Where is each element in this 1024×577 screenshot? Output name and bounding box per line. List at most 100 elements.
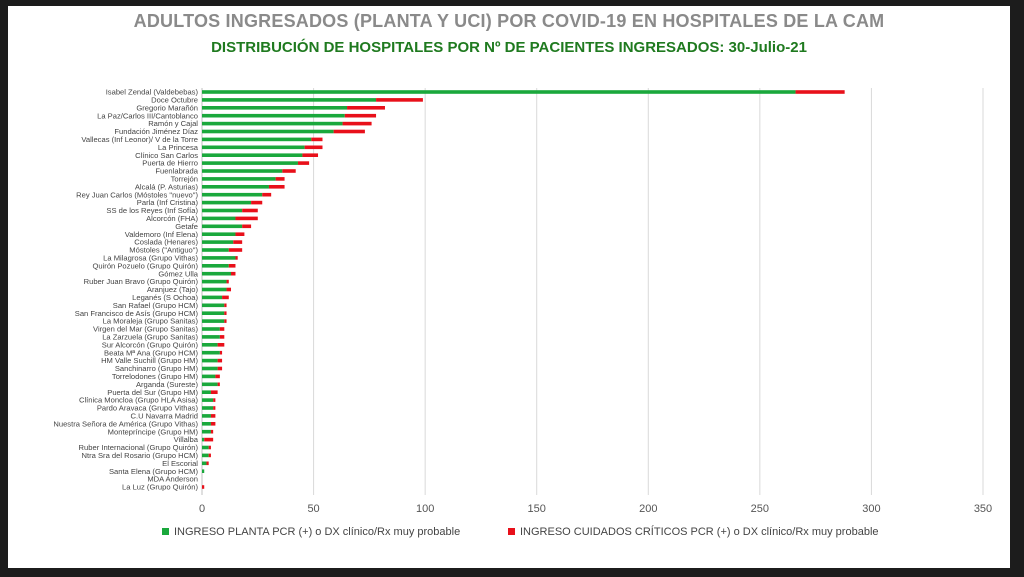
bar-planta-16 [202,216,236,221]
bar-uci-25 [226,287,232,292]
bar-uci-47 [206,461,209,466]
x-tick-label-350: 350 [974,503,992,515]
category-label-15: SS de los Reyes (Inf Sofía) [106,206,198,215]
bar-uci-46 [208,453,211,458]
bar-uci-43 [210,429,214,434]
bar-uci-45 [208,445,211,450]
bar-uci-5 [333,129,365,134]
category-label-4: Ramón y Cajal [148,119,198,128]
bar-uci-34 [217,358,223,363]
bar-planta-10 [202,169,283,173]
bar-planta-46 [202,453,209,458]
bar-planta-4 [202,121,343,126]
bar-planta-9 [202,161,298,165]
bar-uci-2 [347,106,385,110]
bar-planta-6 [202,137,312,142]
bar-uci-14 [251,200,263,205]
x-tick-label-0: 0 [199,503,205,515]
category-label-25: Aranjuez (Tajo) [147,285,199,294]
bar-uci-11 [275,177,285,181]
bar-uci-33 [219,350,223,355]
category-label-11: Torrejón [171,175,198,184]
category-label-47: El Escorial [162,459,198,468]
category-label-41: C.U Navarra Madrid [130,412,198,421]
category-label-8: Clínico San Carlos [135,151,198,160]
bar-planta-7 [202,145,305,150]
category-label-17: Getafe [175,222,198,231]
bar-uci-18 [235,232,245,236]
bar-planta-30 [202,327,220,331]
bar-uci-23 [231,271,236,276]
x-tick-label-250: 250 [751,503,769,515]
bar-planta-8 [202,153,303,157]
legend-item-uci: INGRESO CUIDADOS CRÍTICOS PCR (+) o DX c… [508,526,879,538]
bar-uci-24 [226,279,229,284]
bar-uci-19 [233,240,243,244]
bar-chart: 0 50 100 150 200 250 300 350 Isabel Zendal (Vald… [53,88,992,515]
legend-swatch-uci [508,528,515,535]
category-label-31: La Zarzuela (Grupo Sanitas) [102,333,198,342]
category-label-24: Ruber Juan Bravo (Grupo Quirón) [84,277,199,286]
bar-planta-1 [202,98,377,102]
bar-planta-45 [202,445,209,450]
bar-uci-17 [242,224,252,229]
category-label-18: Valdemoro (Inf Elena) [125,230,199,239]
bar-uci-15 [242,208,258,213]
bar-uci-37 [217,382,220,387]
bar-planta-2 [202,106,348,110]
bar-uci-50 [202,485,205,489]
bar-uci-31 [219,335,225,339]
bar-planta-34 [202,358,218,363]
bar-planta-19 [202,240,234,244]
category-label-45: Ruber Internacional (Grupo Quirón) [79,443,199,452]
bar-uci-13 [262,192,272,197]
category-label-16: Alcorcón (FHA) [146,214,198,223]
legend-item-planta: INGRESO PLANTA PCR (+) o DX clínico/Rx m… [162,526,460,538]
bar-uci-0 [795,90,845,94]
bar-uci-38 [210,390,218,394]
category-label-33: Beata Mª Ana (Grupo HCM) [104,348,198,357]
bar-planta-23 [202,271,232,276]
category-label-49: MDA Anderson [147,475,198,484]
bar-planta-14 [202,200,252,205]
category-label-35: Sanchinarro (Grupo HM) [115,364,199,373]
legend-label-planta: INGRESO PLANTA PCR (+) o DX clínico/Rx m… [174,526,461,538]
category-label-37: Arganda (Sureste) [136,380,199,389]
bar-planta-37 [202,382,218,387]
bar-uci-20 [228,248,243,252]
bar-planta-21 [202,256,236,260]
category-label-46: Ntra Sra del Rosario (Grupo HCM) [82,451,199,460]
bar-planta-25 [202,287,227,292]
bar-planta-13 [202,192,263,197]
bar-uci-40 [213,406,216,410]
category-label-28: San Francisco de Asís (Grupo HCM) [75,309,199,318]
category-label-1: Doce Octubre [151,96,198,105]
bar-planta-40 [202,406,214,410]
bar-planta-38 [202,390,211,394]
bar-uci-36 [215,374,220,379]
slide: ADULTOS INGRESADOS (PLANTA Y UCI) POR CO… [8,6,1010,568]
bar-uci-21 [235,256,238,260]
bar-planta-35 [202,366,218,371]
bar-planta-39 [202,398,214,402]
bar-planta-20 [202,248,229,252]
bar-uci-6 [311,137,323,142]
category-label-42: Nuestra Señora de América (Grupo Vithas) [53,419,198,428]
category-label-3: La Paz/Carlos III/Cantoblanco [97,111,198,120]
bar-planta-36 [202,374,216,379]
category-label-19: Coslada (Henares) [134,238,198,247]
bar-uci-41 [210,414,216,418]
category-label-22: Quirón Pozuelo (Grupo Quirón) [92,261,198,270]
category-label-50: La Luz (Grupo Quirón) [122,483,198,492]
bar-planta-26 [202,295,223,300]
category-label-14: Parla (Inf Cristina) [137,198,199,207]
bar-uci-16 [235,216,258,221]
x-tick-label-50: 50 [307,503,319,515]
bar-uci-29 [224,319,227,323]
bar-planta-17 [202,224,243,229]
category-label-20: Móstoles ("Antiguo") [129,246,198,255]
bar-planta-5 [202,129,334,134]
bar-uci-12 [268,185,285,189]
category-label-36: Torrelodones (Grupo HM) [112,372,199,381]
bar-planta-31 [202,335,220,339]
